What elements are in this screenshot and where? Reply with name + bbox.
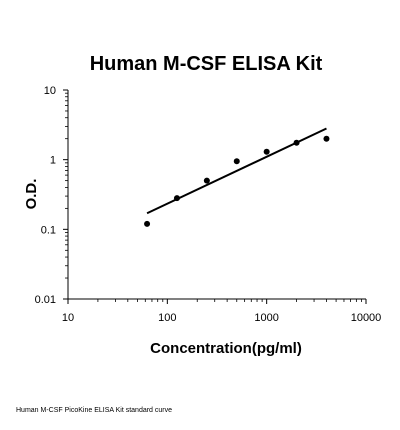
data-point (233, 158, 240, 165)
data-point (144, 220, 151, 227)
axis-ticks (63, 89, 367, 304)
x-tick-label: 100 (158, 312, 176, 324)
y-axis-label: O.D. (23, 179, 40, 210)
chart-title: Human M-CSF ELISA Kit (90, 53, 323, 75)
data-points (144, 135, 330, 227)
x-tick-label: 1000 (254, 312, 278, 324)
data-point (293, 139, 300, 146)
data-point (203, 177, 210, 184)
data-point (173, 195, 180, 202)
x-tick-label: 10 (62, 312, 74, 324)
y-tick-label: 1 (50, 155, 56, 167)
tick-labels: 0.01 0.1 1 10 10 100 1000 10000 (35, 85, 382, 324)
y-tick-label: 0.01 (35, 294, 56, 306)
x-tick-label: 10000 (351, 312, 382, 324)
chart: Human M-CSF ELISA Kit 0.01 0.1 1 10 10 100 100… (23, 53, 382, 357)
trendline (146, 127, 327, 215)
figure-caption: Human M-CSF PicoKine ELISA Kit standard … (16, 407, 173, 414)
trendline-layer (146, 127, 327, 215)
y-tick-label: 0.1 (41, 224, 56, 236)
y-tick-label: 10 (44, 85, 56, 97)
data-point (263, 148, 270, 155)
x-axis-label: Concentration(pg/ml) (150, 340, 302, 357)
data-point (323, 135, 330, 142)
